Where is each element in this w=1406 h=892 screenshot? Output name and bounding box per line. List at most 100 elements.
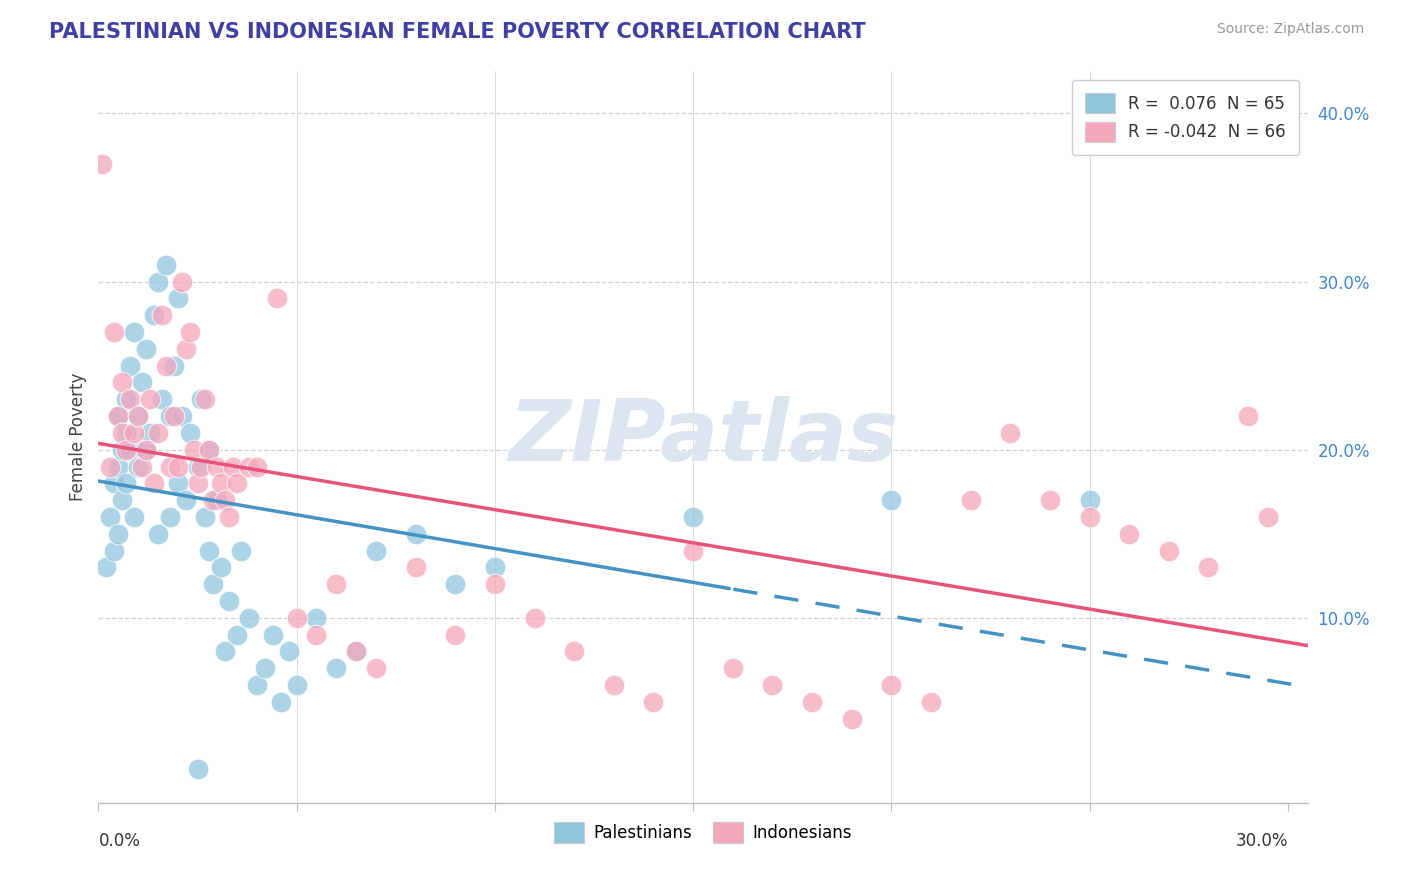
Point — [194, 510, 217, 524]
Point — [246, 678, 269, 692]
Point — [183, 442, 205, 457]
Point — [231, 543, 253, 558]
Point — [305, 611, 328, 625]
Point — [179, 325, 201, 339]
Point — [120, 392, 142, 407]
Point — [146, 275, 169, 289]
Point — [111, 376, 134, 390]
Point — [150, 392, 173, 407]
Point — [163, 409, 186, 423]
Point — [1078, 510, 1101, 524]
Point — [761, 678, 783, 692]
Point — [841, 712, 863, 726]
Point — [405, 526, 427, 541]
Point — [246, 459, 269, 474]
Point — [285, 611, 308, 625]
Point — [127, 459, 149, 474]
Point — [146, 425, 169, 440]
Point — [103, 325, 125, 339]
Point — [135, 342, 157, 356]
Point — [122, 510, 145, 524]
Point — [1237, 409, 1260, 423]
Point — [218, 510, 240, 524]
Point — [344, 644, 367, 658]
Point — [444, 627, 467, 641]
Point — [270, 695, 292, 709]
Point — [159, 510, 181, 524]
Point — [98, 510, 121, 524]
Point — [131, 376, 153, 390]
Point — [277, 644, 299, 658]
Point — [142, 308, 165, 322]
Point — [226, 627, 249, 641]
Point — [131, 459, 153, 474]
Point — [166, 291, 188, 305]
Point — [198, 442, 221, 457]
Point — [364, 661, 387, 675]
Point — [115, 442, 138, 457]
Point — [880, 493, 903, 508]
Point — [91, 157, 114, 171]
Point — [207, 493, 229, 508]
Point — [115, 476, 138, 491]
Legend: Palestinians, Indonesians: Palestinians, Indonesians — [547, 815, 859, 849]
Text: ZIPatlas: ZIPatlas — [508, 395, 898, 479]
Point — [122, 425, 145, 440]
Point — [96, 560, 118, 574]
Point — [107, 409, 129, 423]
Point — [880, 678, 903, 692]
Point — [174, 342, 197, 356]
Point — [155, 359, 177, 373]
Point — [202, 493, 225, 508]
Y-axis label: Female Poverty: Female Poverty — [69, 373, 87, 501]
Point — [198, 442, 221, 457]
Point — [170, 275, 193, 289]
Point — [166, 459, 188, 474]
Point — [364, 543, 387, 558]
Point — [107, 459, 129, 474]
Point — [285, 678, 308, 692]
Point — [801, 695, 824, 709]
Point — [122, 325, 145, 339]
Point — [120, 359, 142, 373]
Point — [120, 442, 142, 457]
Point — [139, 392, 162, 407]
Point — [643, 695, 665, 709]
Point — [135, 442, 157, 457]
Point — [238, 459, 260, 474]
Point — [222, 459, 245, 474]
Point — [603, 678, 626, 692]
Point — [305, 627, 328, 641]
Point — [103, 476, 125, 491]
Text: 0.0%: 0.0% — [98, 832, 141, 850]
Point — [562, 644, 585, 658]
Point — [186, 476, 208, 491]
Point — [1257, 510, 1279, 524]
Point — [111, 493, 134, 508]
Point — [238, 611, 260, 625]
Point — [218, 594, 240, 608]
Point — [155, 258, 177, 272]
Text: PALESTINIAN VS INDONESIAN FEMALE POVERTY CORRELATION CHART: PALESTINIAN VS INDONESIAN FEMALE POVERTY… — [49, 22, 866, 42]
Point — [523, 611, 546, 625]
Point — [209, 476, 232, 491]
Point — [111, 442, 134, 457]
Point — [103, 543, 125, 558]
Point — [682, 510, 704, 524]
Point — [682, 543, 704, 558]
Point — [190, 392, 212, 407]
Point — [344, 644, 367, 658]
Point — [179, 425, 201, 440]
Point — [107, 526, 129, 541]
Point — [484, 560, 506, 574]
Point — [202, 577, 225, 591]
Point — [115, 392, 138, 407]
Point — [253, 661, 276, 675]
Point — [115, 425, 138, 440]
Point — [214, 644, 236, 658]
Point — [325, 661, 347, 675]
Point — [266, 291, 288, 305]
Point — [1198, 560, 1220, 574]
Point — [1157, 543, 1180, 558]
Point — [209, 560, 232, 574]
